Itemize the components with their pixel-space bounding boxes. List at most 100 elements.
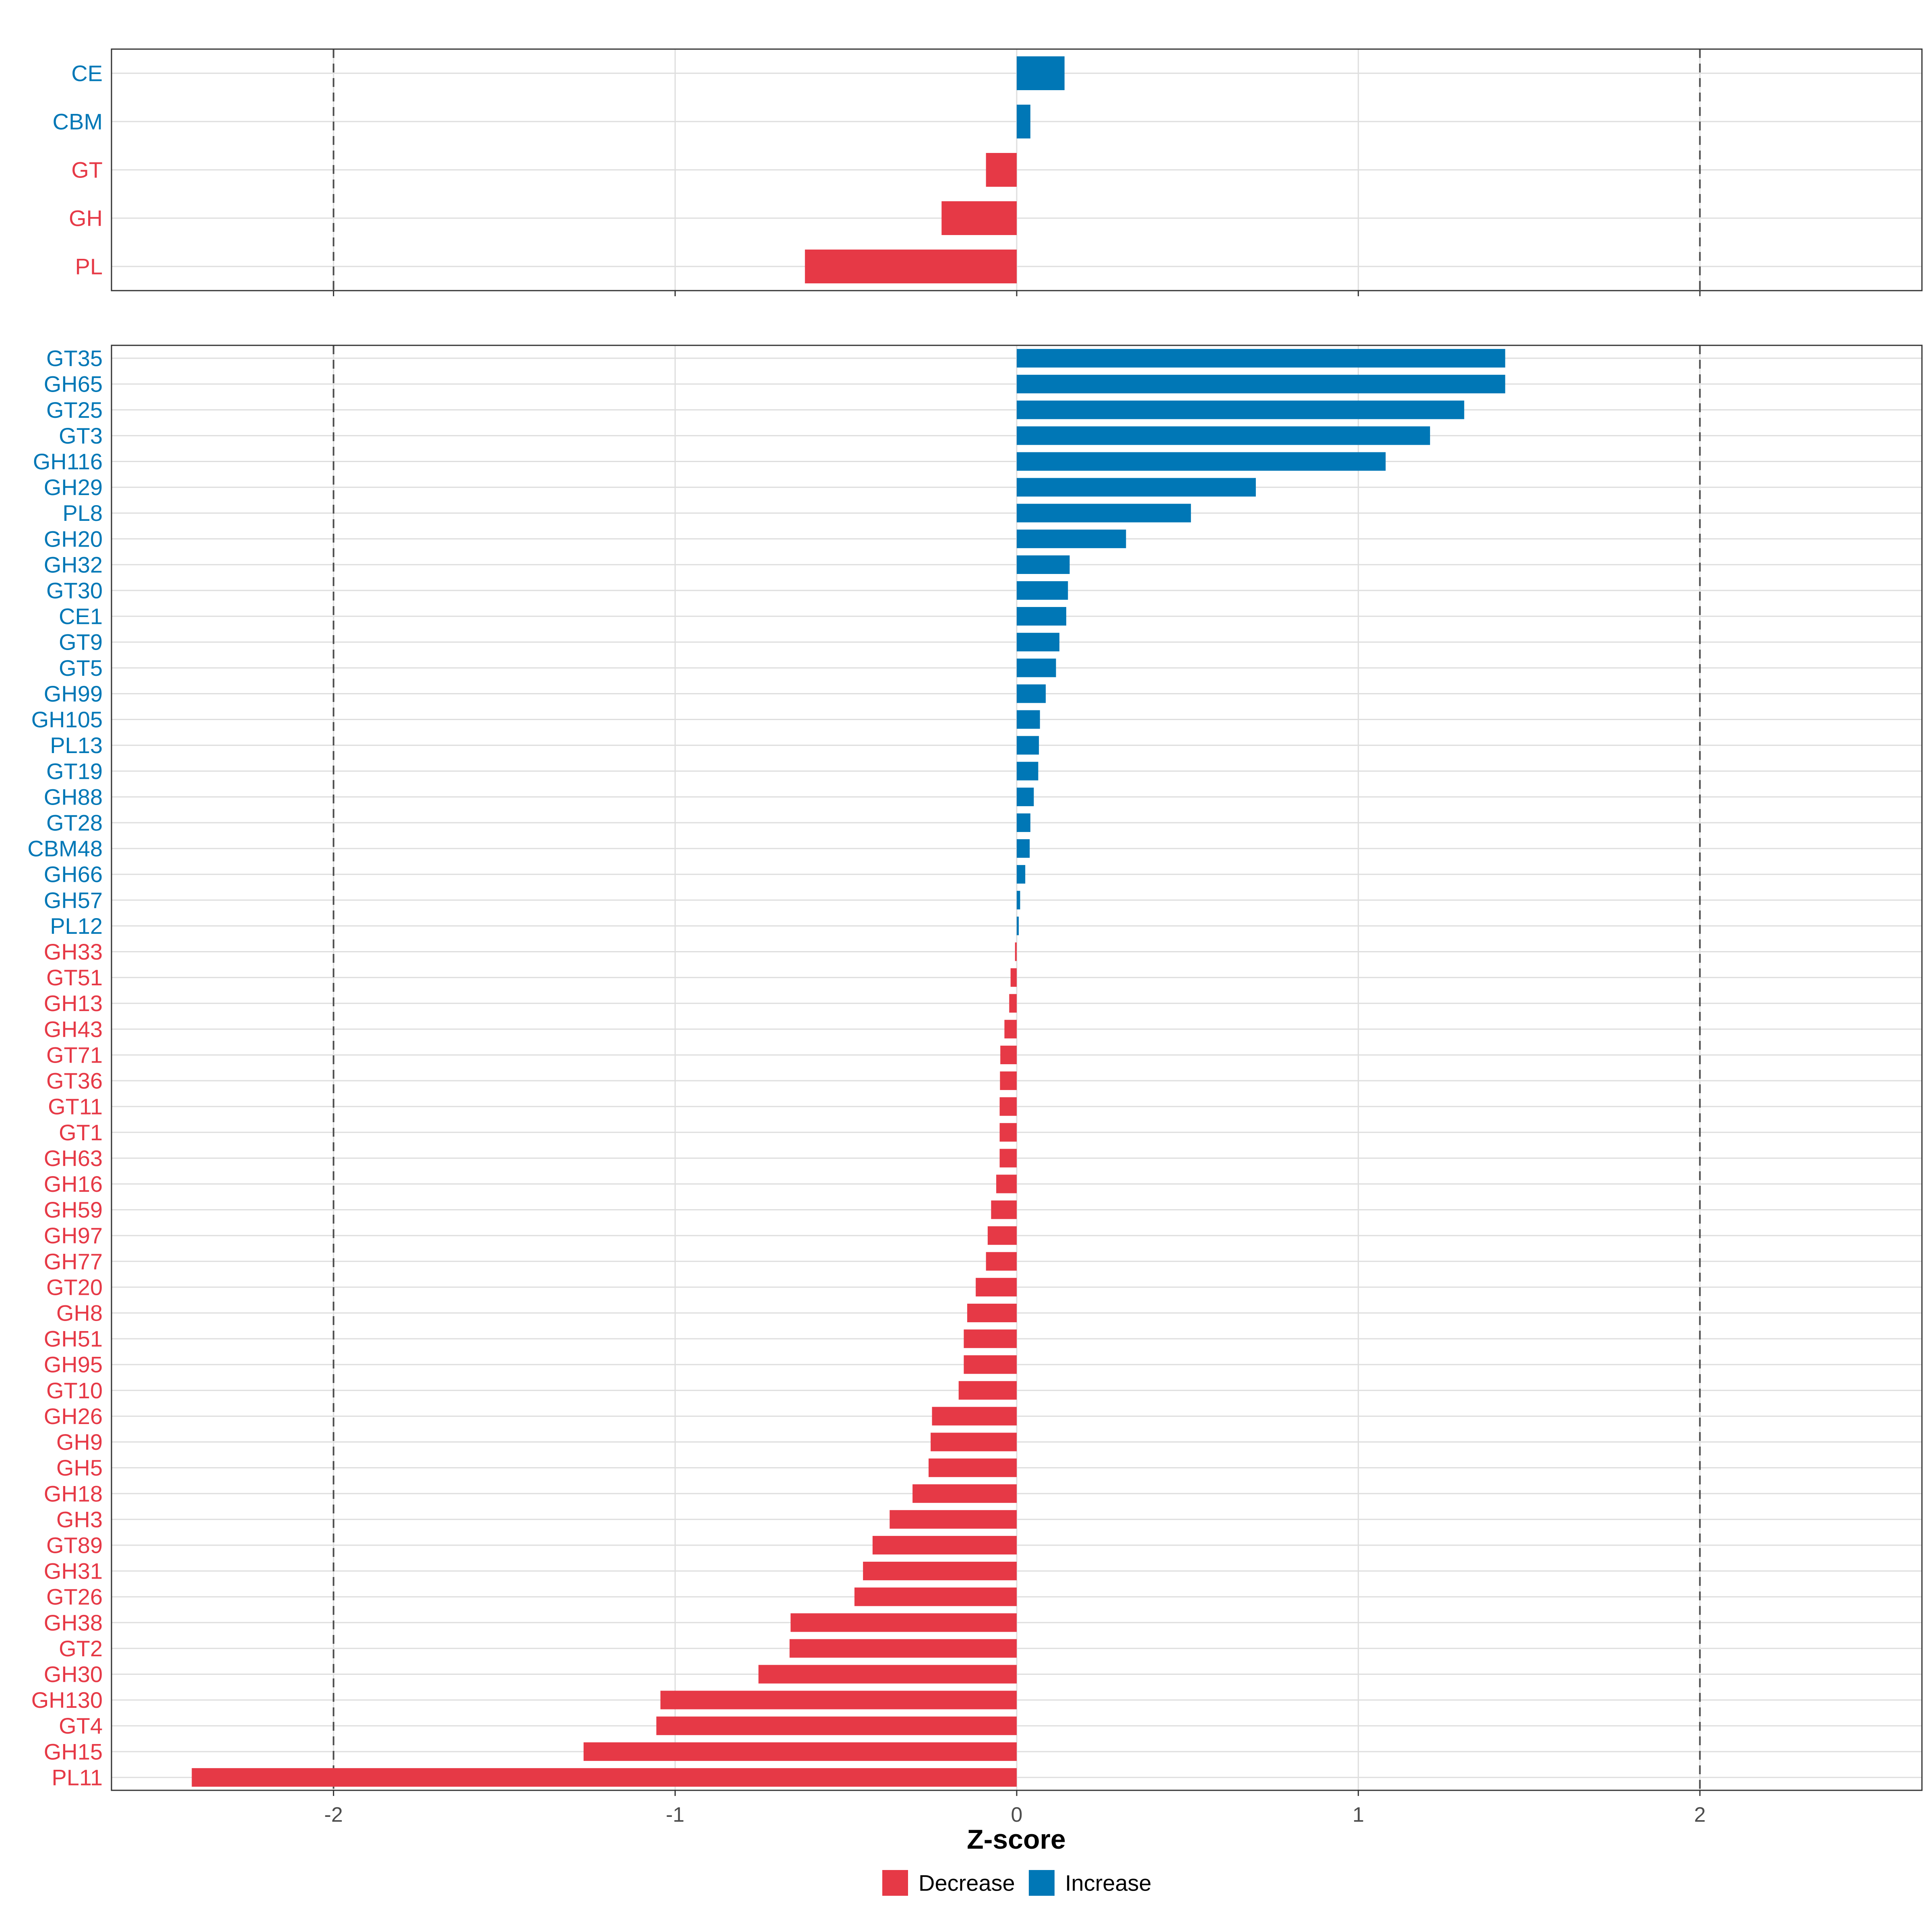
bar-GT1 <box>999 1123 1017 1142</box>
category-label-GH30: GH30 <box>44 1662 103 1687</box>
bar-GT10 <box>958 1381 1017 1400</box>
category-label-GH31: GH31 <box>44 1558 103 1584</box>
x-tick-label: -1 <box>666 1803 684 1827</box>
category-label-GH59: GH59 <box>44 1197 103 1222</box>
category-label-GH88: GH88 <box>44 784 103 809</box>
x-axis: -2 -1 0 1 2 <box>324 1803 1706 1827</box>
bar-GH13 <box>1009 994 1017 1013</box>
bar-GH77 <box>986 1252 1017 1271</box>
bar-GH63 <box>999 1149 1017 1168</box>
category-label-GT10: GT10 <box>46 1378 103 1403</box>
x-axis-title: Z-score <box>967 1824 1066 1855</box>
bar-PL8 <box>1017 504 1191 522</box>
category-label-GH43: GH43 <box>44 1016 103 1042</box>
bar-PL11 <box>192 1768 1017 1787</box>
category-label-GT1: GT1 <box>59 1120 103 1145</box>
bar-GH15 <box>583 1742 1017 1761</box>
category-label-GH: GH <box>69 206 103 231</box>
category-label-GT30: GT30 <box>46 578 103 603</box>
bar-CE1 <box>1017 607 1067 626</box>
bar-GH59 <box>991 1200 1017 1219</box>
category-label-GH66: GH66 <box>44 862 103 887</box>
bar-GH18 <box>912 1484 1017 1503</box>
category-label-GH63: GH63 <box>44 1146 103 1171</box>
category-label-GT5: GT5 <box>59 655 103 681</box>
category-label-CE: CE <box>71 61 103 86</box>
x-tick-label: 2 <box>1694 1803 1706 1827</box>
legend-label-decrease: Decrease <box>919 1870 1015 1896</box>
category-label-GH130: GH130 <box>31 1687 103 1713</box>
bar-GH3 <box>890 1510 1017 1529</box>
panel-family-level: GT35GH65GT25GT3GH116GH29PL8GH20GH32GT30C… <box>27 345 1923 1796</box>
category-label-PL13: PL13 <box>50 733 103 758</box>
bar-GH97 <box>987 1226 1017 1245</box>
category-label-GH97: GH97 <box>44 1223 103 1248</box>
category-label-GH8: GH8 <box>56 1300 103 1326</box>
category-label-GH33: GH33 <box>44 939 103 964</box>
bar-GH105 <box>1017 710 1040 729</box>
category-label-GH57: GH57 <box>44 888 103 913</box>
x-tick-label: 0 <box>1011 1803 1023 1827</box>
category-label-CE1: CE1 <box>59 604 103 629</box>
category-label-GT4: GT4 <box>59 1713 103 1738</box>
category-label-GH3: GH3 <box>56 1507 103 1532</box>
bar-GH116 <box>1017 452 1386 471</box>
bar-GH43 <box>1004 1020 1017 1038</box>
category-label-GH95: GH95 <box>44 1352 103 1377</box>
bar-GT9 <box>1017 633 1060 652</box>
bar-GT <box>986 153 1017 187</box>
bar-GT36 <box>1000 1071 1017 1090</box>
category-label-GH99: GH99 <box>44 681 103 706</box>
bar-GH88 <box>1017 787 1034 806</box>
category-label-GT3: GT3 <box>59 423 103 448</box>
category-label-GT9: GT9 <box>59 630 103 655</box>
category-label-GH77: GH77 <box>44 1249 103 1274</box>
category-label-GH32: GH32 <box>44 552 103 577</box>
bar-GH20 <box>1017 529 1126 548</box>
bar-GH51 <box>964 1329 1017 1348</box>
bar-GH32 <box>1017 555 1070 574</box>
bar-GH31 <box>863 1562 1017 1581</box>
bar-GT25 <box>1017 400 1464 419</box>
category-label-GH5: GH5 <box>56 1455 103 1480</box>
category-label-GT28: GT28 <box>46 810 103 835</box>
bar-GT4 <box>656 1716 1017 1735</box>
bar-GT28 <box>1017 813 1030 832</box>
bar-GT3 <box>1017 426 1430 445</box>
bar-CBM <box>1017 105 1030 138</box>
panel-class-level: CE CBM GT GH PL <box>53 48 1923 296</box>
bar-GT26 <box>854 1587 1017 1606</box>
bar-GT19 <box>1017 762 1038 780</box>
category-label-PL11: PL11 <box>52 1765 103 1790</box>
legend-swatch-increase <box>1029 1870 1055 1896</box>
category-label-GH13: GH13 <box>44 991 103 1016</box>
bar-GT11 <box>999 1097 1017 1116</box>
category-label-CBM48: CBM48 <box>27 836 103 861</box>
bar-GH5 <box>929 1458 1017 1477</box>
bar-CE <box>1017 56 1065 90</box>
category-label-GT2: GT2 <box>59 1636 103 1661</box>
bar-GH65 <box>1017 375 1505 394</box>
category-label-GH26: GH26 <box>44 1404 103 1429</box>
bar-GH95 <box>964 1355 1017 1374</box>
category-label-PL8: PL8 <box>62 500 103 526</box>
category-label-GT19: GT19 <box>46 758 103 784</box>
category-label-GT89: GT89 <box>46 1532 103 1558</box>
category-label-PL: PL <box>75 254 103 279</box>
bar-GH26 <box>932 1407 1017 1426</box>
category-label-GT71: GT71 <box>46 1042 103 1067</box>
category-label-GH29: GH29 <box>44 475 103 500</box>
category-label-GT36: GT36 <box>46 1068 103 1094</box>
bar-GT20 <box>976 1278 1017 1296</box>
bar-CBM48 <box>1017 839 1030 858</box>
bar-GH33 <box>1015 942 1017 961</box>
category-label-PL12: PL12 <box>50 913 103 939</box>
bar-GT2 <box>789 1639 1017 1658</box>
legend-swatch-decrease <box>882 1870 908 1896</box>
x-tick-label: -2 <box>324 1803 343 1827</box>
category-label-GT51: GT51 <box>46 965 103 990</box>
bar-GH99 <box>1017 684 1046 703</box>
category-label-GH51: GH51 <box>44 1326 103 1352</box>
bar-GT5 <box>1017 658 1056 677</box>
x-tick-label: 1 <box>1352 1803 1364 1827</box>
